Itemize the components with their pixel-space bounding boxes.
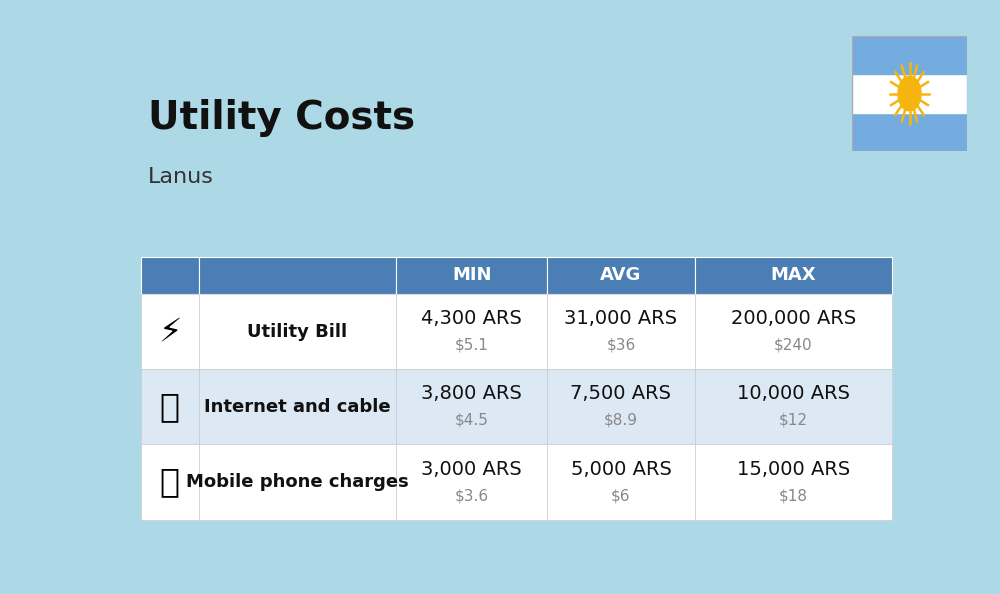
FancyBboxPatch shape xyxy=(199,294,396,369)
Text: 200,000 ARS: 200,000 ARS xyxy=(731,309,856,328)
FancyBboxPatch shape xyxy=(396,294,547,369)
Text: Mobile phone charges: Mobile phone charges xyxy=(186,473,409,491)
Text: 3,000 ARS: 3,000 ARS xyxy=(421,460,522,479)
Text: $240: $240 xyxy=(774,338,813,353)
Text: 15,000 ARS: 15,000 ARS xyxy=(737,460,850,479)
FancyBboxPatch shape xyxy=(140,444,199,520)
Text: 📱: 📱 xyxy=(160,466,180,498)
Text: $36: $36 xyxy=(606,338,636,353)
FancyBboxPatch shape xyxy=(140,257,199,294)
FancyBboxPatch shape xyxy=(199,257,396,294)
FancyBboxPatch shape xyxy=(396,444,547,520)
Text: 7,500 ARS: 7,500 ARS xyxy=(570,384,672,403)
FancyBboxPatch shape xyxy=(396,257,547,294)
FancyBboxPatch shape xyxy=(547,369,695,444)
Text: $12: $12 xyxy=(779,413,808,428)
Text: Lanus: Lanus xyxy=(148,168,214,187)
Text: 31,000 ARS: 31,000 ARS xyxy=(564,309,678,328)
Text: $3.6: $3.6 xyxy=(455,488,489,503)
Text: Internet and cable: Internet and cable xyxy=(204,398,391,416)
FancyBboxPatch shape xyxy=(396,369,547,444)
FancyBboxPatch shape xyxy=(547,444,695,520)
Text: $8.9: $8.9 xyxy=(604,413,638,428)
FancyBboxPatch shape xyxy=(695,294,892,369)
Text: $4.5: $4.5 xyxy=(455,413,489,428)
Bar xyxy=(852,113,967,151)
Text: ⚡: ⚡ xyxy=(158,315,181,348)
Text: 4,300 ARS: 4,300 ARS xyxy=(421,309,522,328)
Text: Utility Bill: Utility Bill xyxy=(247,323,348,340)
Text: $5.1: $5.1 xyxy=(455,338,489,353)
Bar xyxy=(852,36,967,74)
FancyBboxPatch shape xyxy=(547,257,695,294)
Text: 📶: 📶 xyxy=(160,390,180,424)
Text: 10,000 ARS: 10,000 ARS xyxy=(737,384,850,403)
Text: 5,000 ARS: 5,000 ARS xyxy=(571,460,671,479)
Text: $18: $18 xyxy=(779,488,808,503)
Text: $6: $6 xyxy=(611,488,631,503)
FancyBboxPatch shape xyxy=(695,257,892,294)
FancyBboxPatch shape xyxy=(695,444,892,520)
Text: Utility Costs: Utility Costs xyxy=(148,99,415,137)
FancyBboxPatch shape xyxy=(199,369,396,444)
FancyBboxPatch shape xyxy=(547,294,695,369)
FancyBboxPatch shape xyxy=(695,369,892,444)
Bar xyxy=(852,74,967,113)
FancyBboxPatch shape xyxy=(140,369,199,444)
FancyBboxPatch shape xyxy=(140,294,199,369)
FancyBboxPatch shape xyxy=(199,444,396,520)
Text: AVG: AVG xyxy=(600,266,642,285)
Text: MAX: MAX xyxy=(771,266,816,285)
Text: 3,800 ARS: 3,800 ARS xyxy=(421,384,522,403)
Text: MIN: MIN xyxy=(452,266,492,285)
Circle shape xyxy=(898,76,921,111)
